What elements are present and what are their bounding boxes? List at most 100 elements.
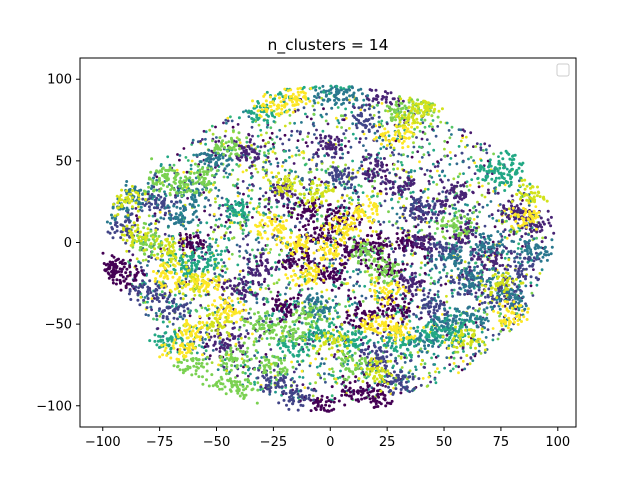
- scatter-point: [395, 362, 399, 365]
- scatter-point: [253, 380, 256, 384]
- scatter-point: [325, 288, 329, 292]
- scatter-point: [373, 131, 377, 135]
- scatter-point: [235, 156, 239, 160]
- scatter-point: [416, 223, 420, 227]
- scatter-point: [390, 102, 393, 106]
- scatter-point: [273, 115, 277, 119]
- scatter-point: [414, 293, 418, 296]
- scatter-point: [432, 279, 436, 283]
- scatter-point: [403, 300, 407, 304]
- scatter-point: [456, 291, 460, 295]
- scatter-point: [298, 220, 302, 224]
- scatter-point: [359, 262, 363, 266]
- scatter-point: [445, 300, 449, 304]
- scatter-point: [265, 337, 269, 340]
- scatter-point: [250, 172, 253, 175]
- scatter-point: [110, 254, 114, 258]
- scatter-point: [479, 143, 483, 146]
- scatter-point: [447, 279, 450, 283]
- scatter-point: [244, 234, 248, 238]
- scatter-point: [224, 231, 228, 235]
- scatter-point: [365, 381, 369, 385]
- scatter-point: [364, 137, 368, 140]
- scatter-point: [263, 280, 266, 283]
- scatter-point: [354, 137, 358, 140]
- scatter-point: [227, 353, 231, 357]
- scatter-point: [154, 311, 158, 315]
- scatter-point: [238, 325, 242, 329]
- scatter-point: [273, 186, 277, 190]
- scatter-point: [394, 173, 398, 177]
- scatter-point: [256, 170, 260, 174]
- scatter-point: [298, 197, 302, 201]
- scatter-point: [439, 276, 443, 279]
- scatter-point: [419, 288, 422, 292]
- scatter-point: [131, 253, 135, 257]
- scatter-point: [414, 288, 418, 292]
- scatter-point: [211, 237, 215, 241]
- scatter-point: [463, 260, 467, 264]
- scatter-point: [360, 294, 364, 298]
- scatter-point: [472, 218, 476, 221]
- scatter-point: [409, 351, 412, 354]
- scatter-point: [358, 223, 361, 227]
- scatter-point: [313, 133, 316, 136]
- scatter-point: [283, 356, 286, 360]
- scatter-point: [348, 98, 351, 102]
- scatter-point: [188, 314, 192, 318]
- scatter-point: [140, 205, 143, 209]
- scatter-point: [426, 302, 430, 306]
- scatter-point: [108, 266, 112, 270]
- scatter-point: [493, 189, 497, 193]
- scatter-point: [427, 375, 431, 379]
- scatter-point: [290, 360, 293, 364]
- scatter-point: [443, 147, 446, 151]
- scatter-point: [302, 186, 306, 190]
- scatter-point: [300, 288, 304, 292]
- scatter-point: [426, 196, 430, 200]
- scatter-point: [385, 336, 388, 339]
- scatter-point: [271, 307, 275, 311]
- scatter-point: [386, 236, 390, 240]
- scatter-point: [393, 359, 397, 363]
- scatter-point: [405, 315, 409, 319]
- scatter-point: [233, 184, 237, 188]
- scatter-point: [143, 296, 147, 299]
- scatter-point: [441, 190, 445, 194]
- scatter-point: [473, 172, 477, 176]
- scatter-point: [306, 135, 310, 139]
- scatter-point: [272, 120, 276, 123]
- scatter-point: [500, 220, 504, 224]
- scatter-point: [201, 341, 205, 344]
- scatter-point: [505, 252, 509, 256]
- scatter-point: [474, 309, 477, 312]
- scatter-point: [355, 282, 358, 286]
- scatter-point: [381, 312, 385, 316]
- scatter-point: [374, 230, 378, 234]
- scatter-point: [205, 324, 209, 327]
- scatter-point: [471, 191, 475, 195]
- scatter-point: [256, 269, 260, 273]
- scatter-point: [269, 162, 273, 166]
- scatter-point: [288, 287, 292, 290]
- scatter-point: [440, 199, 444, 203]
- scatter-point: [468, 209, 472, 212]
- scatter-point: [466, 362, 469, 366]
- scatter-point: [287, 138, 291, 142]
- scatter-point: [347, 254, 351, 258]
- scatter-point: [401, 212, 405, 216]
- scatter-point: [426, 151, 430, 154]
- scatter-point: [446, 140, 449, 144]
- scatter-point: [181, 317, 185, 321]
- scatter-point: [449, 314, 453, 317]
- scatter-point: [185, 243, 189, 247]
- scatter-point: [378, 308, 382, 312]
- scatter-point: [452, 288, 456, 292]
- scatter-point: [351, 122, 355, 126]
- scatter-point: [206, 344, 210, 348]
- scatter-point: [246, 320, 250, 324]
- scatter-point: [276, 161, 280, 165]
- scatter-point: [515, 230, 519, 234]
- scatter-point: [327, 265, 331, 269]
- scatter-point: [413, 169, 417, 173]
